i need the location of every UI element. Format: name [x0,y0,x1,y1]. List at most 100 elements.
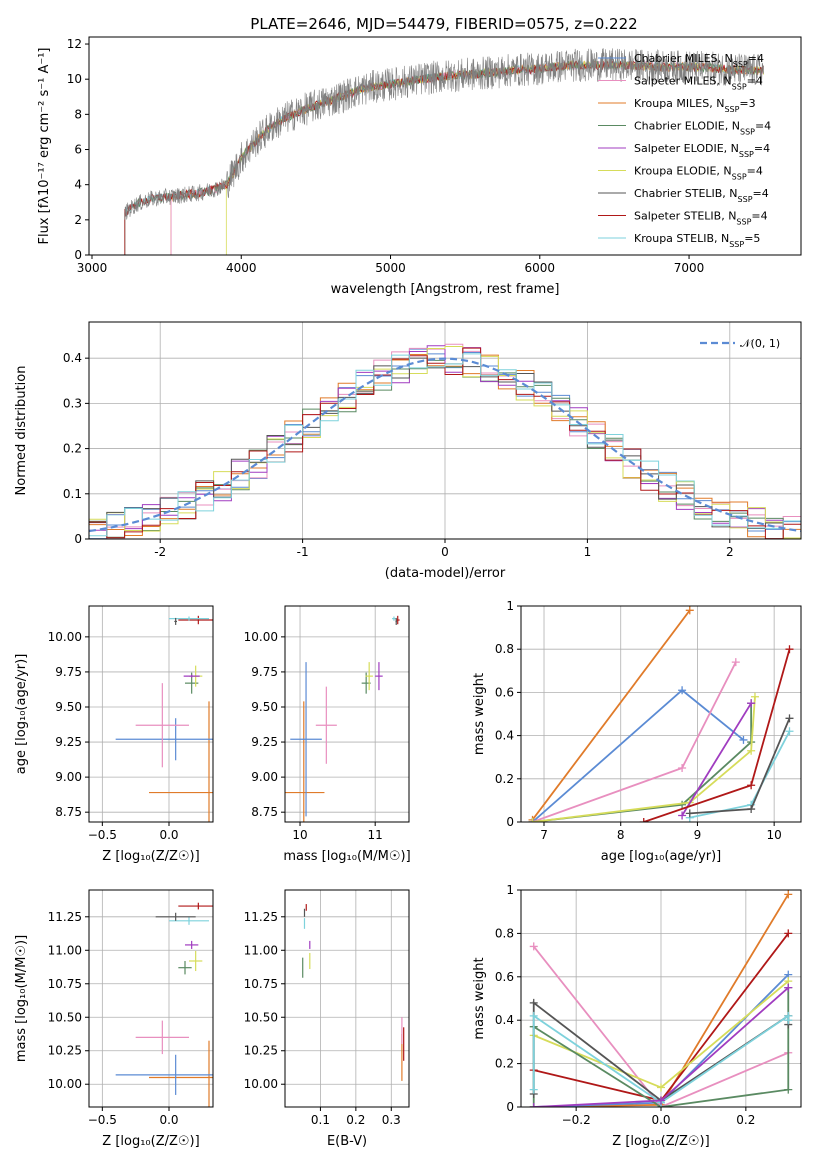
series-marker [747,781,756,790]
y-tick-label: 10.00 [48,1077,82,1091]
x-tick-label: 0.1 [311,1113,330,1127]
legend-entry: Chabrier ELODIE, NSSP=4 [634,120,771,137]
ticks: −0.5 0.0 8.75 9.00 9.25 9.50 9.75 10.00 [48,630,179,842]
y-tick-label: 10.25 [48,1044,82,1058]
x-tick-label: 11 [368,828,383,842]
y-tick-label: 0.4 [63,351,82,365]
x-tick-label: 0.0 [651,1113,670,1127]
y-tick-label: 0.3 [63,396,82,410]
series-marker [529,1103,538,1107]
grid [285,890,409,1107]
ticks: −0.2 0.0 0.2 0 0.2 0.4 0.6 0.8 1 [495,883,755,1127]
series-marker [529,942,538,951]
y-axis-label: age [log₁₀(age/yr)] [14,654,29,775]
x-tick-label: 3000 [77,261,108,275]
x-tick-label: −0.2 [562,1113,591,1127]
model-spectrum [225,59,765,255]
series-marker [639,818,648,822]
observed-spectrum [124,48,764,220]
y-tick-label: 0.6 [495,685,514,699]
series-marker [678,811,687,820]
x-tick-label: 6000 [525,261,556,275]
x-tick-label: −0.5 [88,1113,117,1127]
model-spectrum [170,59,764,255]
plot-area [115,902,213,1107]
x-tick-label: 7000 [674,261,705,275]
x-axis-label: (data-model)/error [385,566,506,581]
x-tick-label: 8 [617,828,625,842]
ticks: 7 8 9 10 0 0.2 0.4 0.6 0.8 1 [495,599,782,842]
series-marker [657,1083,665,1092]
y-tick-label: 0.6 [495,970,514,984]
panel-mass-vs-Z: −0.5 0.0 10.00 10.25 10.50 10.75 11.00 11.25 Z [… [14,889,214,1149]
plot-area [124,48,765,255]
x-tick-label: 0.0 [159,828,178,842]
ticks: −0.5 0.0 10.00 10.25 10.50 10.75 11.00 11.25 [48,910,179,1127]
series-marker [685,606,694,615]
series-marker [784,983,793,992]
ticks: -2 -1 0 1 2 0 0.1 0.2 0.3 0.4 [63,351,734,559]
panel-spectrum: 3000 4000 5000 6000 7000 0 2 4 6 8 10 12 wavelength … [37,36,802,297]
x-tick-label: -2 [154,545,166,559]
y-tick-label: 0 [506,1100,514,1114]
plot-area [302,904,405,1081]
y-tick-label: 10.50 [244,1010,278,1024]
y-tick-label: 0 [74,248,82,262]
gaussian-curve [89,357,801,533]
y-tick-label: 10.00 [48,630,82,644]
panel-age-vs-mass: 10 11 8.75 9.00 9.25 9.50 9.75 10.00 mass [log₁₀… [244,605,411,864]
legend-entry: Chabrier MILES, NSSP=4 [634,52,764,69]
axes-frame [520,605,802,823]
series-marker [739,735,748,744]
panel-mass-weight-vs-Z: −0.2 0.0 0.2 0 0.2 0.4 0.6 0.8 1 Z [log₁₀(Z/Z☉)] m… [472,883,802,1149]
y-tick-label: 0.4 [495,1013,514,1027]
plot-area [528,606,794,822]
y-tick-label: 0.4 [495,729,514,743]
y-axis-label: Flux [fλ10⁻¹⁷ erg cm⁻² s⁻¹ A⁻¹] [37,48,52,245]
y-tick-label: 10.75 [244,977,278,991]
model-spectrum [124,59,764,255]
series-marker [785,645,794,654]
y-tick-label: 9.75 [251,665,278,679]
axes-frame [88,36,802,256]
grid [89,890,213,1107]
x-tick-label: 7 [540,828,548,842]
axes-frame [88,889,214,1108]
y-tick-label: 8.75 [251,805,278,819]
legend: Chabrier MILES, NSSP=4 Salpeter MILES, NS… [598,52,771,249]
legend-entry: 𝒩(0, 1) [740,337,780,350]
y-tick-label: 11.25 [48,910,82,924]
legend-entry: Kroupa STELIB, NSSP=5 [634,232,760,249]
plot-area [89,343,801,539]
panel-mass-weight-vs-age: 7 8 9 10 0 0.2 0.4 0.6 0.8 1 age [log₁₀(age/yr)] ma… [472,599,802,864]
model-spectrum [170,59,764,255]
grid [89,606,213,822]
y-tick-label: 9.00 [251,770,278,784]
y-tick-label: 4 [74,178,82,192]
y-tick-label: 9.25 [251,735,278,749]
x-tick-label: 1 [584,545,592,559]
series-marker [678,686,687,695]
series-line [532,661,737,822]
series-line [533,945,789,1107]
model-spectrum [124,59,764,255]
y-tick-label: 9.50 [55,700,82,714]
y-tick-label: 0.8 [495,642,514,656]
ticks: 3000 4000 5000 6000 7000 0 2 4 6 8 10 12 [67,37,705,275]
x-tick-label: 0.3 [382,1113,401,1127]
x-tick-label: −0.5 [88,828,117,842]
panel-age-vs-Z: −0.5 0.0 8.75 9.00 9.25 9.50 9.75 10.00 Z [log₁₀… [14,605,214,864]
series-marker [529,998,538,1007]
y-tick-label: 0.2 [63,442,82,456]
y-tick-label: 0.1 [63,487,82,501]
series-marker [750,692,759,701]
series-marker [784,929,793,938]
x-axis-label: E(B-V) [327,1134,367,1149]
y-tick-label: 1 [506,599,514,613]
x-axis-label: Z [log₁₀(Z/Z☉)] [102,849,199,864]
y-tick-label: 0 [74,532,82,546]
series-marker [785,714,794,723]
histogram-step [89,353,801,537]
x-tick-label: 0.2 [736,1113,755,1127]
